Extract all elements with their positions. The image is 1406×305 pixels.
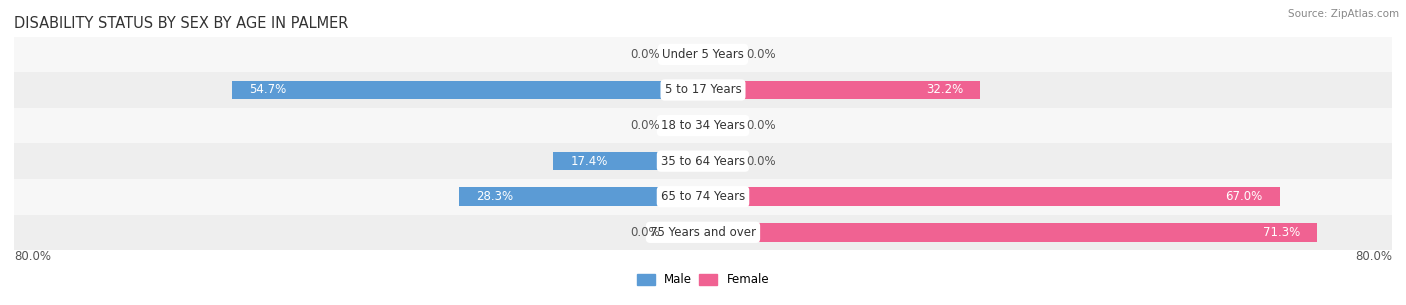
Text: 80.0%: 80.0% — [1355, 250, 1392, 263]
Text: 32.2%: 32.2% — [925, 84, 963, 96]
Bar — [14, 179, 1392, 214]
Bar — [460, 188, 703, 206]
Text: 5 to 17 Years: 5 to 17 Years — [665, 84, 741, 96]
Text: 0.0%: 0.0% — [747, 48, 776, 61]
Text: 35 to 64 Years: 35 to 64 Years — [661, 155, 745, 168]
Bar — [553, 152, 703, 170]
Text: 17.4%: 17.4% — [571, 155, 607, 168]
Bar — [14, 108, 1392, 143]
Text: Under 5 Years: Under 5 Years — [662, 48, 744, 61]
Bar — [14, 214, 1392, 250]
Text: 28.3%: 28.3% — [477, 190, 513, 203]
Text: 71.3%: 71.3% — [1263, 226, 1299, 239]
Bar — [673, 223, 703, 242]
Bar — [703, 81, 980, 99]
Text: 65 to 74 Years: 65 to 74 Years — [661, 190, 745, 203]
Text: 80.0%: 80.0% — [14, 250, 51, 263]
Text: 0.0%: 0.0% — [747, 119, 776, 132]
Text: 75 Years and over: 75 Years and over — [650, 226, 756, 239]
Bar — [14, 143, 1392, 179]
Bar — [703, 188, 1279, 206]
Legend: Male, Female: Male, Female — [633, 269, 773, 291]
Text: 0.0%: 0.0% — [630, 48, 659, 61]
Text: 54.7%: 54.7% — [249, 84, 287, 96]
Text: DISABILITY STATUS BY SEX BY AGE IN PALMER: DISABILITY STATUS BY SEX BY AGE IN PALME… — [14, 16, 349, 31]
Bar — [14, 37, 1392, 72]
Bar — [703, 116, 733, 135]
Text: Source: ZipAtlas.com: Source: ZipAtlas.com — [1288, 9, 1399, 19]
Text: 0.0%: 0.0% — [630, 226, 659, 239]
Bar — [673, 45, 703, 64]
Text: 18 to 34 Years: 18 to 34 Years — [661, 119, 745, 132]
Text: 0.0%: 0.0% — [747, 155, 776, 168]
Bar — [14, 72, 1392, 108]
Bar — [673, 116, 703, 135]
Bar — [232, 81, 703, 99]
Text: 67.0%: 67.0% — [1226, 190, 1263, 203]
Bar — [703, 45, 733, 64]
Bar — [703, 152, 733, 170]
Bar — [703, 223, 1317, 242]
Text: 0.0%: 0.0% — [630, 119, 659, 132]
